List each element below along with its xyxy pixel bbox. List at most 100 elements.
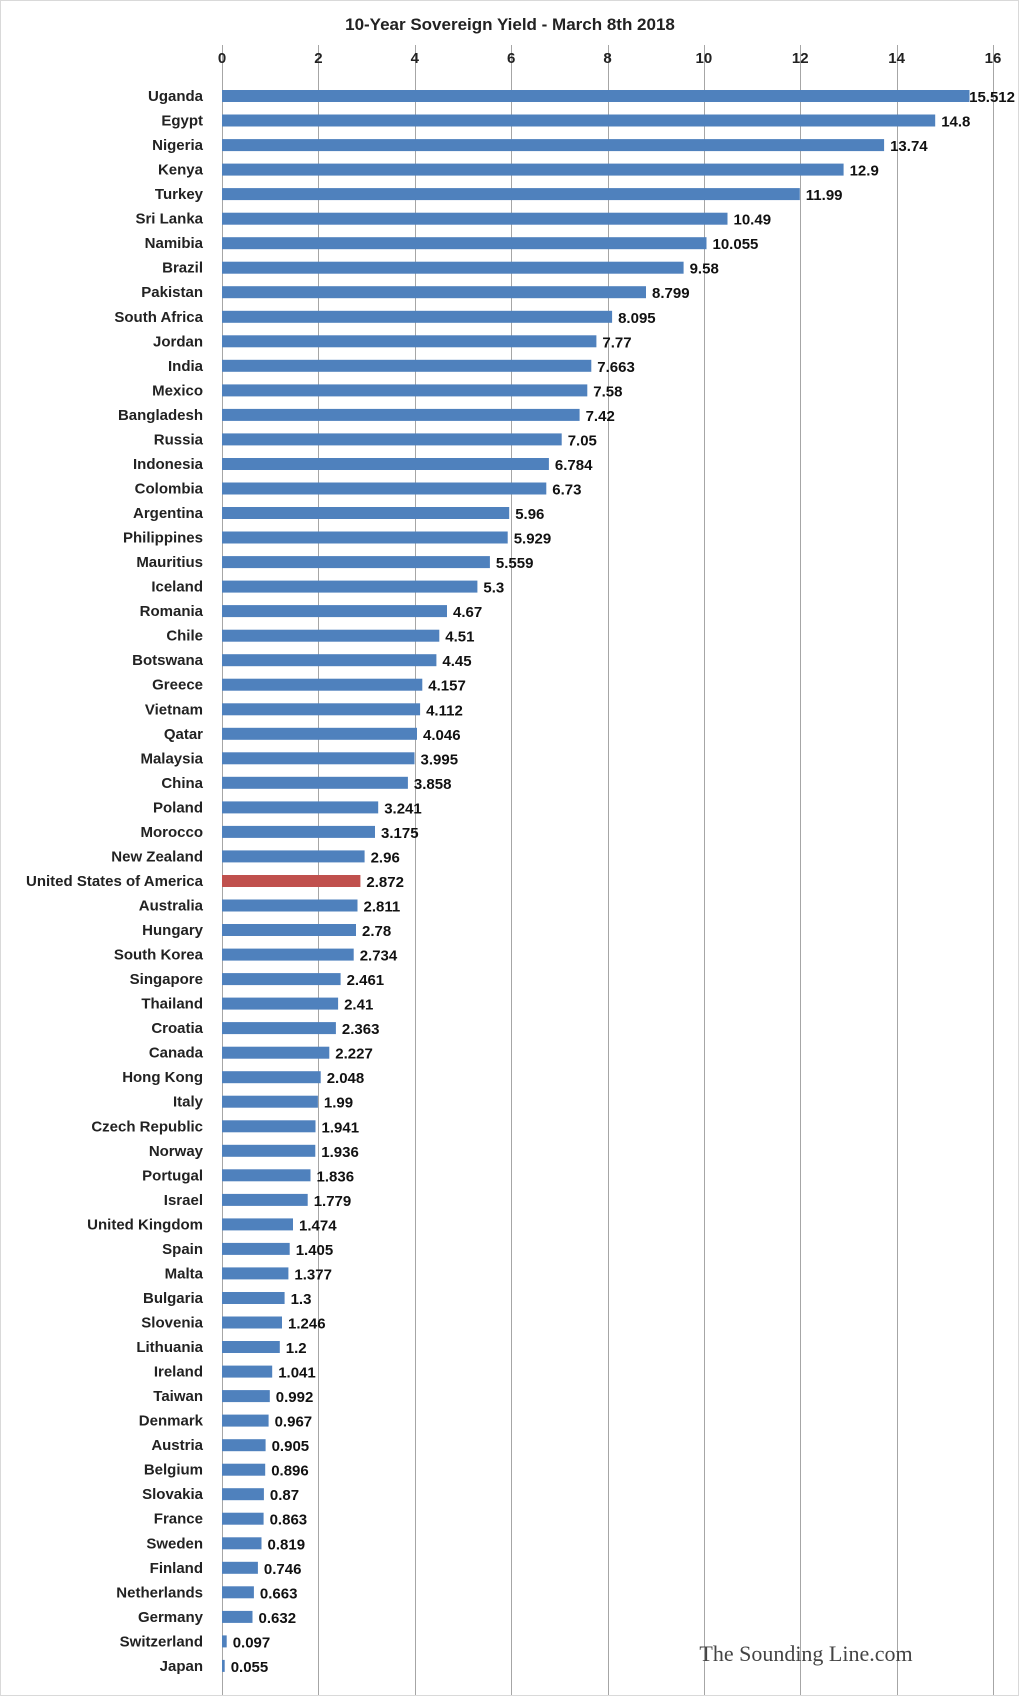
category-label: Croatia bbox=[151, 1020, 203, 1037]
value-label: 0.055 bbox=[231, 1659, 269, 1676]
category-label: Portugal bbox=[142, 1167, 203, 1184]
value-label: 2.363 bbox=[342, 1021, 380, 1038]
bar bbox=[222, 482, 547, 495]
bar bbox=[222, 1267, 289, 1280]
value-labels: 15.51214.813.7412.911.9910.4910.0559.588… bbox=[231, 89, 1015, 1676]
x-tick-label: 4 bbox=[411, 50, 420, 67]
x-tick-label: 6 bbox=[507, 50, 515, 67]
value-label: 0.746 bbox=[264, 1561, 302, 1578]
bar bbox=[222, 310, 613, 323]
category-label: Russia bbox=[154, 431, 204, 448]
category-label: Greece bbox=[152, 677, 203, 694]
x-tick-label: 10 bbox=[696, 50, 713, 67]
bar bbox=[222, 948, 354, 961]
x-tick-label: 0 bbox=[218, 50, 226, 67]
bar bbox=[222, 1169, 311, 1182]
bar bbox=[222, 875, 361, 887]
category-label: Iceland bbox=[151, 579, 203, 596]
value-label: 2.41 bbox=[344, 997, 373, 1014]
bar bbox=[222, 1659, 225, 1672]
category-label: Argentina bbox=[133, 505, 204, 522]
category-label: Canada bbox=[149, 1045, 204, 1062]
bar bbox=[222, 1390, 270, 1403]
bar bbox=[222, 1292, 285, 1304]
value-label: 14.8 bbox=[941, 114, 970, 131]
bar bbox=[222, 1120, 316, 1133]
value-label: 1.377 bbox=[294, 1266, 332, 1283]
bar bbox=[222, 163, 844, 176]
value-label: 0.663 bbox=[260, 1585, 298, 1602]
category-labels: Uganda Egypt Nigeria Kenya Turkey Sri Lanka Na… bbox=[26, 88, 204, 1675]
category-label: Sweden bbox=[146, 1535, 203, 1552]
bar bbox=[222, 114, 936, 127]
value-label: 1.836 bbox=[317, 1168, 355, 1185]
value-label: 3.241 bbox=[384, 800, 422, 817]
category-label: Hong Kong bbox=[122, 1069, 203, 1086]
category-label: Morocco bbox=[140, 824, 203, 841]
bar bbox=[222, 801, 379, 814]
category-label: United States of America bbox=[26, 873, 204, 890]
category-label: Ireland bbox=[154, 1364, 203, 1381]
category-label: Malaysia bbox=[140, 750, 203, 767]
x-tick-label: 8 bbox=[603, 50, 611, 67]
bar bbox=[222, 1537, 262, 1550]
category-label: Egypt bbox=[161, 113, 203, 130]
category-label: Botswana bbox=[132, 652, 204, 669]
category-label: India bbox=[168, 358, 204, 375]
category-label: Slovakia bbox=[142, 1486, 204, 1503]
value-label: 0.097 bbox=[233, 1634, 271, 1651]
value-label: 0.905 bbox=[272, 1438, 310, 1455]
bar bbox=[222, 1439, 266, 1452]
bar bbox=[222, 1242, 290, 1255]
category-label: France bbox=[154, 1511, 203, 1528]
x-tick-label: 14 bbox=[888, 50, 905, 67]
bar bbox=[222, 776, 408, 789]
value-label: 5.559 bbox=[496, 555, 534, 572]
category-label: Uganda bbox=[148, 88, 204, 105]
category-label: Japan bbox=[160, 1658, 203, 1675]
bar bbox=[222, 1218, 293, 1231]
x-tick-label: 12 bbox=[792, 50, 809, 67]
bar bbox=[222, 629, 440, 642]
bar bbox=[222, 188, 800, 201]
value-label: 4.45 bbox=[442, 653, 471, 670]
category-label: United Kingdom bbox=[87, 1216, 203, 1233]
bar bbox=[222, 850, 365, 863]
value-label: 2.461 bbox=[347, 972, 385, 989]
category-label: Sri Lanka bbox=[135, 211, 203, 228]
value-label: 0.863 bbox=[270, 1512, 308, 1529]
bar bbox=[222, 752, 415, 765]
bar bbox=[222, 556, 490, 569]
value-label: 0.967 bbox=[275, 1414, 313, 1431]
bar bbox=[222, 408, 580, 421]
category-label: Colombia bbox=[135, 481, 204, 498]
bar bbox=[222, 90, 970, 102]
category-label: Mexico bbox=[152, 382, 203, 399]
category-label: Jordan bbox=[153, 333, 203, 350]
value-label: 15.512 bbox=[969, 89, 1015, 106]
bar bbox=[222, 1586, 254, 1599]
chart-title: 10-Year Sovereign Yield - March 8th 2018 bbox=[345, 15, 675, 34]
bar bbox=[222, 973, 341, 986]
value-label: 7.77 bbox=[602, 334, 631, 351]
bar bbox=[222, 359, 592, 372]
category-label: New Zealand bbox=[111, 848, 203, 865]
value-label: 4.157 bbox=[428, 678, 466, 695]
bar bbox=[222, 825, 375, 838]
value-label: 1.99 bbox=[324, 1095, 353, 1112]
bar bbox=[222, 1341, 280, 1353]
bar bbox=[222, 1316, 282, 1329]
value-label: 1.936 bbox=[321, 1144, 359, 1161]
value-label: 6.784 bbox=[555, 457, 593, 474]
bar bbox=[222, 531, 508, 544]
category-label: South Africa bbox=[114, 309, 203, 326]
category-label: Lithuania bbox=[136, 1339, 203, 1356]
bar bbox=[222, 1071, 321, 1084]
bars bbox=[222, 90, 970, 1672]
category-label: Pakistan bbox=[141, 284, 203, 301]
watermark: The Sounding Line.com bbox=[699, 1641, 912, 1666]
category-label: Indonesia bbox=[133, 456, 204, 473]
bar bbox=[222, 507, 510, 519]
bar bbox=[222, 997, 339, 1010]
